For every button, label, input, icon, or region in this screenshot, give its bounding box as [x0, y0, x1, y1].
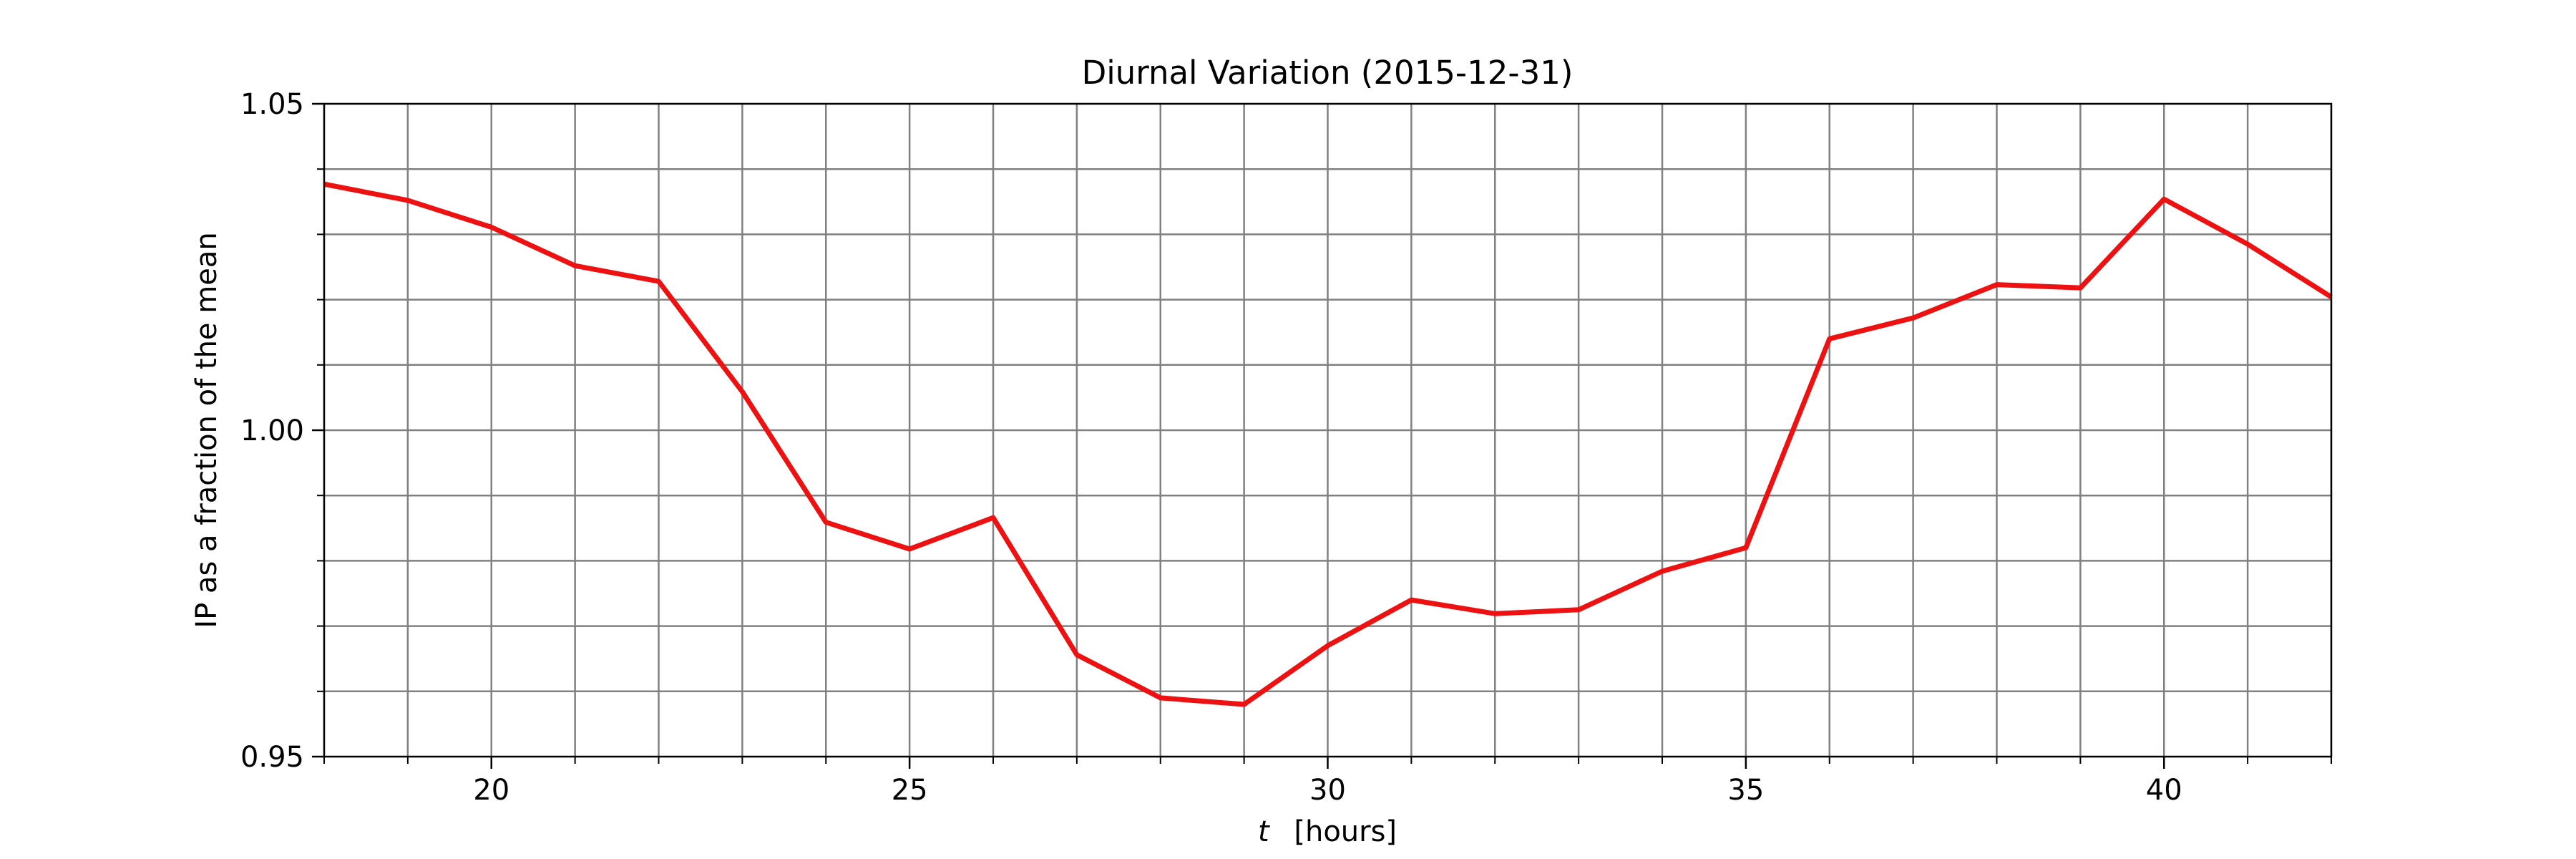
axis-ticks: 20 25 30 35 40 0.95 1.00 1.05 [240, 88, 2332, 807]
x-axis-variable: t [1258, 815, 1270, 848]
y-tick-label: 1.05 [240, 88, 304, 121]
x-axis-label: t [hours] [1258, 815, 1397, 848]
y-axis-label: IP as a fraction of the mean [190, 232, 223, 628]
grid-lines [324, 104, 2331, 757]
x-tick-label: 30 [1309, 774, 1346, 807]
x-tick-label: 25 [892, 774, 928, 807]
y-tick-label: 0.95 [240, 741, 304, 774]
series-line [323, 181, 2333, 707]
x-tick-label: 40 [2146, 774, 2182, 807]
data-series [323, 181, 2333, 707]
chart-title: Diurnal Variation (2015-12-31) [1082, 54, 1574, 92]
y-tick-label: 1.00 [240, 414, 304, 447]
x-tick-label: 35 [1727, 774, 1764, 807]
x-axis-unit: [hours] [1294, 815, 1397, 848]
x-tick-label: 20 [473, 774, 509, 807]
